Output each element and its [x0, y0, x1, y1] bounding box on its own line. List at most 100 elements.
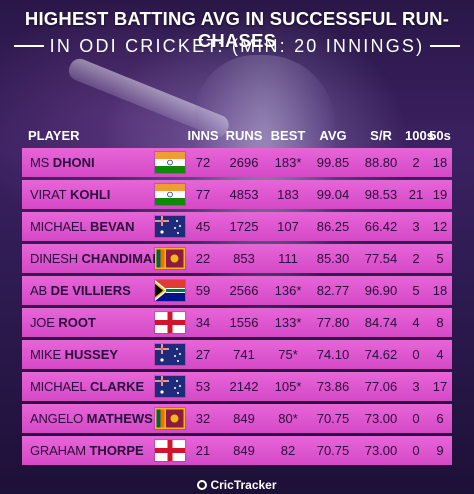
cell-50s: 18: [432, 155, 448, 170]
cell-avg: 70.75: [316, 443, 350, 458]
cell-best: 111: [278, 251, 298, 266]
player-name: Graham THORPE: [30, 436, 144, 465]
sri-lanka-flag-icon: [155, 248, 185, 269]
cell-100s: 21: [408, 187, 424, 202]
player-first-name: Dinesh: [30, 251, 78, 266]
cell-sr: 98.53: [364, 187, 398, 202]
table-row: Joe ROOT 34 1556 133* 77.80 84.74 4 8: [22, 308, 452, 337]
cell-sr: 88.80: [364, 155, 398, 170]
cell-inns: 32: [195, 411, 211, 426]
cell-100s: 4: [412, 315, 420, 330]
player-name: Mike HUSSEY: [30, 340, 118, 369]
left-rule: [13, 44, 44, 47]
title-line-1: HIGHEST BATTING AVG IN SUCCESSFUL RUN-CH…: [24, 8, 450, 51]
player-name: Virat KOHLI: [30, 180, 110, 209]
cell-runs: 849: [233, 443, 255, 458]
australia-flag-icon: [155, 216, 185, 237]
cell-sr: 84.74: [364, 315, 398, 330]
cell-runs: 2566: [229, 283, 259, 298]
cell-inns: 21: [195, 443, 211, 458]
player-last-name: THORPE: [89, 443, 144, 458]
table-row: Graham THORPE 21 849 82 70.75 73.00 0 9: [22, 436, 452, 465]
player-last-name: DE VILLIERS: [50, 283, 131, 298]
cell-100s: 0: [412, 443, 420, 458]
player-last-name: CHANDIMAL: [81, 251, 161, 266]
india-flag-icon: [155, 152, 185, 173]
cell-runs: 741: [233, 347, 255, 362]
cell-50s: 17: [432, 379, 448, 394]
cell-50s: 9: [436, 443, 444, 458]
player-first-name: AB: [30, 283, 47, 298]
cell-avg: 82.77: [316, 283, 350, 298]
cell-best: 105*: [274, 379, 302, 394]
player-last-name: ROOT: [58, 315, 96, 330]
cell-100s: 0: [412, 411, 420, 426]
cell-avg: 70.75: [316, 411, 350, 426]
cell-100s: 2: [412, 155, 420, 170]
cell-inns: 77: [195, 187, 211, 202]
cell-inns: 34: [195, 315, 211, 330]
player-first-name: Joe: [30, 315, 55, 330]
cell-50s: 5: [436, 251, 444, 266]
crictracker-logo-icon: [197, 480, 208, 490]
cell-runs: 1725: [229, 219, 259, 234]
header-inns: INNS: [187, 128, 219, 143]
player-first-name: Angelo: [30, 411, 83, 426]
player-first-name: Michael: [30, 379, 87, 394]
table-row: MS DHONI 72 2696 183* 99.85 88.80 2 18: [22, 148, 452, 177]
cell-runs: 849: [233, 411, 255, 426]
cell-50s: 18: [432, 283, 448, 298]
player-first-name: Mike: [30, 347, 61, 362]
player-last-name: MATHEWS: [86, 411, 153, 426]
player-last-name: CLARKE: [90, 379, 145, 394]
cell-best: 183: [277, 187, 299, 202]
cell-avg: 77.80: [316, 315, 350, 330]
cell-avg: 85.30: [316, 251, 350, 266]
cell-50s: 4: [436, 347, 444, 362]
header-player: PLAYER: [28, 128, 80, 143]
cell-avg: 86.25: [316, 219, 350, 234]
player-name: Michael BEVAN: [30, 212, 135, 241]
cell-50s: 8: [436, 315, 444, 330]
cell-inns: 22: [195, 251, 211, 266]
cell-100s: 5: [412, 283, 420, 298]
header-sr: S/R: [370, 128, 392, 143]
cell-best: 133*: [274, 315, 302, 330]
player-name: MS DHONI: [30, 148, 95, 177]
cell-100s: 3: [412, 219, 420, 234]
cell-runs: 2696: [229, 155, 259, 170]
cell-best: 136*: [274, 283, 302, 298]
player-name: Michael CLARKE: [30, 372, 144, 401]
cell-100s: 2: [412, 251, 420, 266]
south-africa-flag-icon: [155, 280, 185, 301]
table-row: Mike HUSSEY 27 741 75* 74.10 74.62 0 4: [22, 340, 452, 369]
cell-inns: 59: [195, 283, 211, 298]
cell-best: 82: [280, 443, 296, 458]
cell-inns: 27: [195, 347, 211, 362]
england-flag-icon: [155, 440, 185, 461]
player-first-name: Michael: [30, 219, 87, 234]
sri-lanka-flag-icon: [155, 408, 185, 429]
header-50s: 50s: [429, 128, 451, 143]
cell-sr: 96.90: [364, 283, 398, 298]
header-runs: RUNS: [225, 128, 263, 143]
cell-sr: 77.06: [364, 379, 398, 394]
player-name: Angelo MATHEWS: [30, 404, 153, 433]
cell-best: 107: [277, 219, 299, 234]
cell-inns: 45: [195, 219, 211, 234]
cell-avg: 99.04: [316, 187, 350, 202]
right-rule: [430, 44, 461, 47]
cell-runs: 853: [233, 251, 255, 266]
player-last-name: KOHLI: [69, 187, 111, 202]
player-last-name: HUSSEY: [64, 347, 119, 362]
cell-runs: 2142: [229, 379, 259, 394]
cell-sr: 73.00: [364, 411, 398, 426]
player-first-name: MS: [30, 155, 50, 170]
player-name: Dinesh CHANDIMAL: [30, 244, 160, 273]
cell-best: 80*: [278, 411, 298, 426]
cell-sr: 74.62: [364, 347, 398, 362]
table-row: Angelo MATHEWS 32 849 80* 70.75 73.00 0 6: [22, 404, 452, 433]
player-last-name: DHONI: [52, 155, 95, 170]
cell-best: 75*: [278, 347, 298, 362]
